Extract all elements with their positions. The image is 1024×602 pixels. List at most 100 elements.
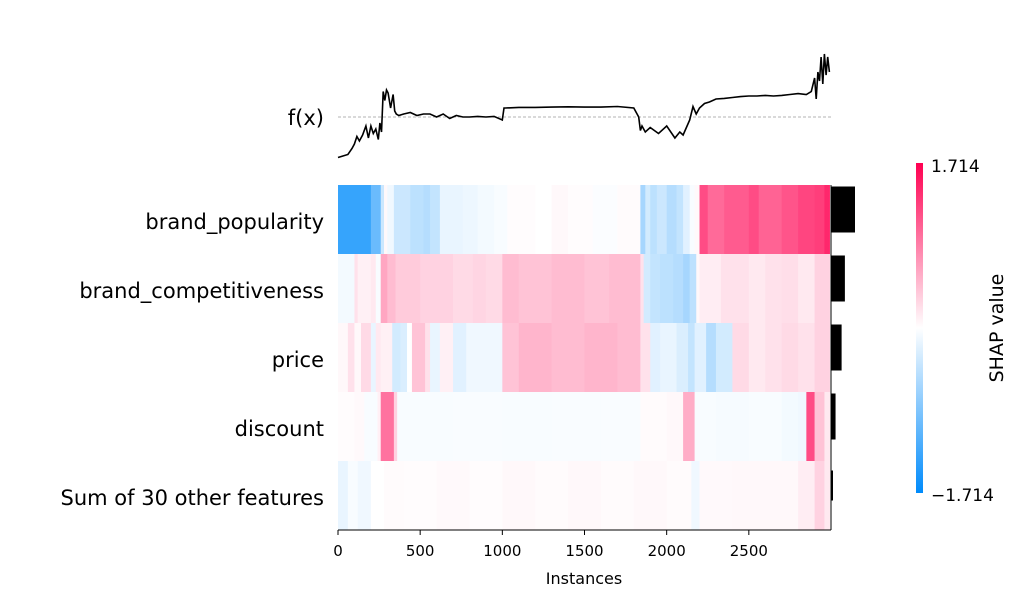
heatmap-cell	[347, 461, 359, 530]
heatmap-cell	[453, 254, 474, 323]
heatmap-cell	[439, 185, 464, 254]
heatmap-cell	[600, 392, 641, 461]
heatmap-cell	[462, 185, 479, 254]
heatmap-cell	[380, 392, 395, 461]
x-tick-label: 1500	[565, 542, 603, 560]
heatmap-cell	[694, 185, 701, 254]
heatmap-cell	[357, 254, 372, 323]
heatmap-cell	[370, 185, 382, 254]
heatmap-cell	[683, 254, 691, 323]
heatmap-cell	[354, 254, 359, 323]
heatmap-cell	[380, 254, 388, 323]
heatmap-cell	[814, 461, 826, 530]
heatmap-cell	[453, 323, 467, 392]
heatmap-cell	[430, 323, 441, 392]
heatmap-cell	[502, 323, 520, 392]
heatmap-cell	[688, 323, 696, 392]
importance-bar	[831, 324, 842, 371]
heatmap-cell	[338, 254, 356, 323]
heatmap-cell	[617, 185, 641, 254]
heatmap-cell	[814, 185, 826, 254]
x-tick-label: 500	[406, 542, 435, 560]
heatmap-cell	[699, 185, 709, 254]
heatmap-cell	[338, 461, 349, 530]
heatmap-cell	[370, 254, 377, 323]
heatmap-cell	[439, 323, 454, 392]
heatmap-cell	[600, 461, 635, 530]
heatmap-cell	[748, 323, 766, 392]
x-tick-label: 0	[333, 542, 343, 560]
heatmap-cell	[798, 254, 816, 323]
colorbar: 1.714 −1.714 SHAP value	[916, 157, 1008, 506]
heatmap-cell	[338, 185, 372, 254]
heatmap-cell	[824, 185, 830, 254]
heatmap-cell	[824, 461, 830, 530]
heatmap-cell	[584, 323, 618, 392]
heatmap-cell	[691, 461, 701, 530]
heatmap-cell	[694, 323, 707, 392]
heatmap-cell	[645, 185, 651, 254]
x-tick-label: 1000	[483, 542, 521, 560]
colorbar-max-label: 1.714	[931, 157, 980, 177]
heatmap-cell	[707, 185, 725, 254]
heatmap-cell	[640, 185, 646, 254]
heatmap-cell	[640, 323, 651, 392]
heatmap-cell	[436, 461, 471, 530]
importance-bar	[831, 186, 855, 233]
heatmap-cell	[673, 254, 684, 323]
heatmap-cell	[699, 461, 733, 530]
heatmap-cell	[765, 461, 799, 530]
heatmap-cell	[781, 185, 799, 254]
x-tick-label: 2000	[648, 542, 686, 560]
heatmap-cell	[650, 323, 661, 392]
heatmap	[338, 185, 830, 530]
heatmap-cell	[666, 392, 684, 461]
heatmap-cell	[347, 323, 356, 392]
heatmap-cell	[395, 254, 421, 323]
heatmap-cell	[420, 254, 454, 323]
heatmap-cell	[387, 185, 395, 254]
heatmap-cell	[715, 323, 733, 392]
heatmap-cell	[798, 392, 807, 461]
importance-bar	[831, 470, 833, 501]
heatmap-cell	[403, 461, 438, 530]
heatmap-cell	[689, 185, 696, 254]
heatmap-cell	[666, 461, 692, 530]
heatmap-cell	[748, 392, 783, 461]
x-axis-title: Instances	[546, 569, 622, 588]
heatmap-cell	[584, 254, 610, 323]
heatmap-cell	[666, 185, 678, 254]
heatmap-cell	[397, 392, 454, 461]
feature-label-other-features: Sum of 30 other features	[61, 486, 324, 510]
colorbar-title: SHAP value	[986, 274, 1008, 383]
colorbar-gradient	[916, 163, 923, 493]
heatmap-cell	[814, 254, 830, 323]
heatmap-cell	[411, 323, 426, 392]
feature-label-discount: discount	[235, 417, 324, 441]
heatmap-cell	[393, 185, 411, 254]
heatmap-cell	[377, 392, 382, 461]
heatmap-cell	[798, 323, 816, 392]
heatmap-cell	[535, 461, 569, 530]
heatmap-cell	[814, 392, 826, 461]
heatmap-cell	[551, 323, 586, 392]
heatmap-cell	[781, 323, 799, 392]
heatmap-cell	[798, 461, 816, 530]
heatmap-cell	[650, 254, 661, 323]
heatmap-cell	[617, 323, 641, 392]
heatmap-cell	[683, 392, 696, 461]
heatmap-cell	[551, 185, 569, 254]
importance-bar	[831, 393, 836, 440]
heatmap-cell	[806, 392, 816, 461]
heatmap-cell	[706, 323, 717, 392]
heatmap-cell	[699, 254, 722, 323]
heatmap-cell	[781, 392, 799, 461]
heatmap-cell	[472, 254, 487, 323]
heatmap-cell	[694, 392, 717, 461]
heatmap-cell	[423, 185, 431, 254]
x-tick-label: 2500	[730, 542, 768, 560]
heatmap-cell	[551, 392, 602, 461]
heatmap-cell	[380, 323, 393, 392]
heatmap-cell	[375, 323, 382, 392]
heatmap-cell	[518, 323, 553, 392]
